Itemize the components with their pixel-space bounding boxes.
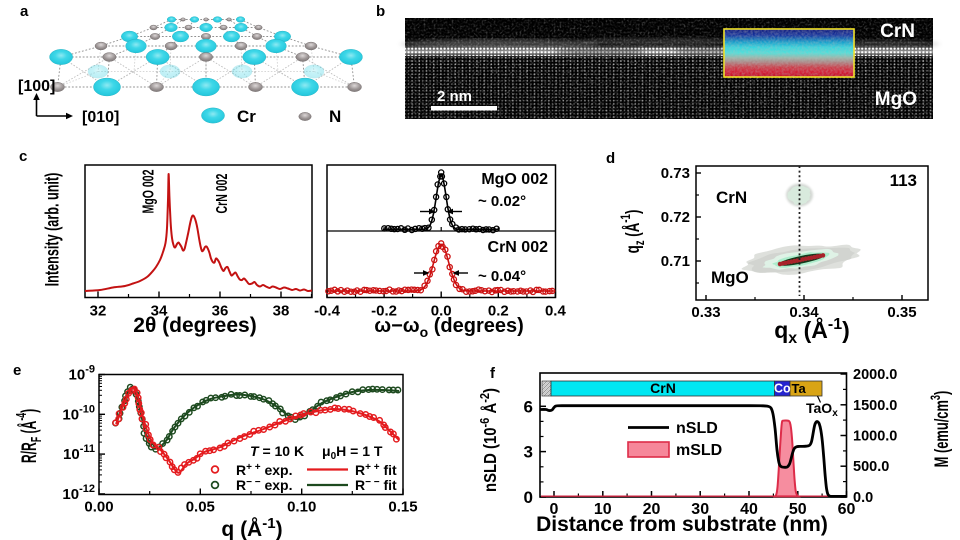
svg-text:b: b [376, 3, 385, 20]
svg-text:Distance from substrate (nm): Distance from substrate (nm) [536, 513, 828, 536]
svg-text:40: 40 [740, 501, 758, 518]
svg-text:[010]: [010] [82, 109, 119, 126]
svg-text:nSLD (10-6 Å-2): nSLD (10-6 Å-2) [477, 388, 500, 492]
svg-text:[100]: [100] [18, 78, 55, 95]
svg-text:N: N [329, 107, 341, 126]
svg-text:0.15: 0.15 [388, 499, 417, 516]
svg-text:CrN: CrN [650, 380, 676, 396]
svg-text:0.72: 0.72 [661, 209, 690, 226]
svg-text:a: a [20, 3, 29, 20]
svg-text:nSLD: nSLD [676, 420, 718, 437]
svg-text:0.05: 0.05 [186, 499, 215, 516]
svg-text:qx (Å-1): qx (Å-1) [774, 316, 850, 347]
svg-text:0.35: 0.35 [887, 304, 916, 321]
svg-text:2 nm: 2 nm [437, 88, 472, 105]
svg-text:~ 0.02°: ~ 0.02° [478, 193, 526, 210]
svg-text:36: 36 [212, 303, 229, 320]
svg-text:3: 3 [524, 443, 533, 462]
svg-text:CrN 002: CrN 002 [488, 239, 549, 256]
svg-text:MgO: MgO [875, 89, 917, 110]
svg-text:0.33: 0.33 [691, 304, 720, 321]
svg-text:0.0: 0.0 [853, 490, 873, 506]
svg-text:2000.0: 2000.0 [853, 367, 897, 383]
svg-text:30: 30 [691, 501, 709, 518]
svg-text:10: 10 [594, 501, 612, 518]
svg-text:50: 50 [789, 501, 807, 518]
svg-text:38: 38 [273, 303, 290, 320]
svg-text:CrN: CrN [716, 188, 747, 207]
svg-text:0.2: 0.2 [488, 303, 509, 320]
svg-text:60: 60 [838, 501, 856, 518]
svg-text:0.34: 0.34 [789, 304, 819, 321]
svg-text:Intensity (arb. unit): Intensity (arb. unit) [42, 173, 63, 287]
svg-text:TaOx: TaOx [806, 400, 838, 419]
svg-text:500.0: 500.0 [853, 459, 889, 475]
svg-text:113: 113 [890, 171, 917, 190]
svg-text:0: 0 [524, 488, 533, 507]
svg-text:0.73: 0.73 [661, 165, 690, 182]
svg-text:-0.4: -0.4 [314, 303, 341, 320]
svg-text:1500.0: 1500.0 [853, 398, 897, 414]
svg-text:R/RF (Å-4): R/RF (Å-4) [13, 409, 45, 463]
svg-text:R− − exp.: R− − exp. [236, 477, 293, 493]
svg-text:f: f [490, 365, 496, 382]
svg-text:0.71: 0.71 [661, 253, 690, 270]
svg-text:M (emu/cm3): M (emu/cm3) [927, 391, 953, 468]
svg-text:6: 6 [524, 397, 533, 416]
svg-text:Ta: Ta [792, 381, 807, 396]
svg-text:CrN 002: CrN 002 [213, 174, 231, 214]
svg-text:0.4: 0.4 [545, 303, 567, 320]
svg-text:34: 34 [151, 303, 168, 320]
svg-text:0.00: 0.00 [84, 499, 113, 516]
svg-text:32: 32 [90, 303, 107, 320]
svg-text:T = 10 K: T = 10 K [250, 443, 304, 459]
svg-text:ω−ωo (degrees): ω−ωo (degrees) [374, 315, 524, 340]
svg-text:d: d [606, 150, 615, 167]
svg-text:1000.0: 1000.0 [853, 429, 897, 445]
svg-text:~ 0.04°: ~ 0.04° [478, 268, 526, 285]
svg-text:20: 20 [643, 501, 661, 518]
svg-text:0.0: 0.0 [431, 303, 452, 320]
svg-text:c: c [19, 148, 27, 165]
svg-text:2θ (degrees): 2θ (degrees) [133, 314, 256, 337]
svg-text:Co: Co [774, 382, 791, 396]
svg-text:0: 0 [550, 501, 559, 518]
svg-text:MgO: MgO [711, 268, 749, 287]
svg-text:Cr: Cr [237, 107, 256, 126]
svg-text:CrN: CrN [880, 21, 915, 42]
svg-text:0.10: 0.10 [287, 499, 316, 516]
svg-text:R+ + exp.: R+ + exp. [236, 462, 293, 478]
svg-text:e: e [13, 362, 21, 379]
svg-text:mSLD: mSLD [676, 442, 722, 459]
svg-text:μ0H = 1 T: μ0H = 1 T [322, 443, 383, 462]
svg-text:MgO 002: MgO 002 [481, 171, 548, 188]
svg-text:MgO 002: MgO 002 [139, 170, 157, 214]
svg-text:-0.2: -0.2 [371, 303, 397, 320]
